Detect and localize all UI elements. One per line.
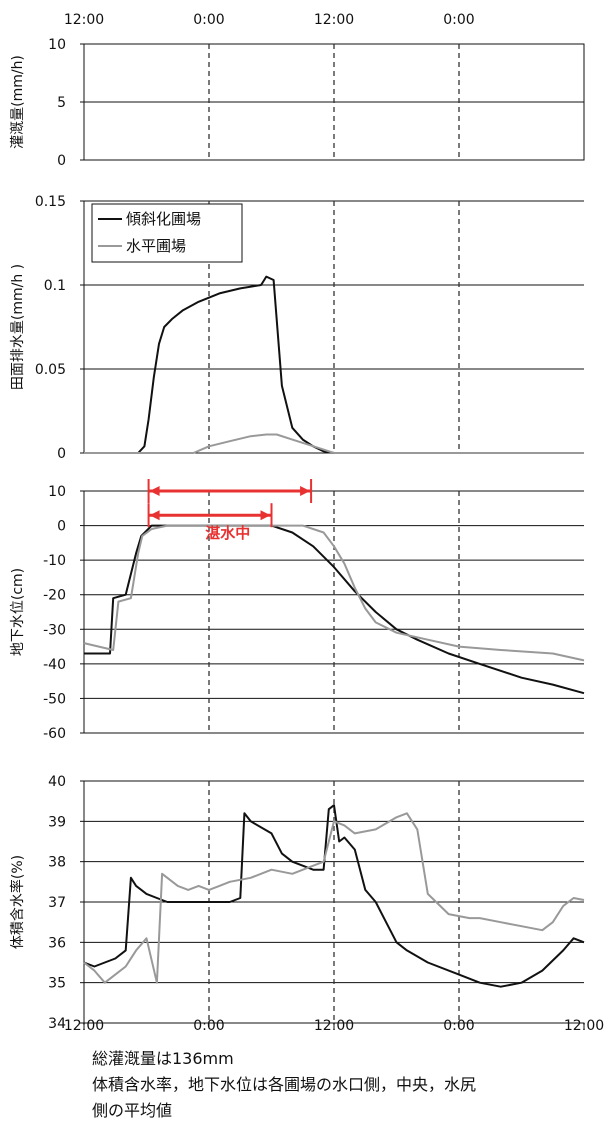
y-tick-label: 5 bbox=[57, 95, 66, 111]
y-axis-label: 地下水位(cm) bbox=[10, 568, 26, 656]
y-tick-label: 0.05 bbox=[35, 362, 66, 378]
groundwater-series-2 bbox=[83, 524, 585, 662]
legend-box bbox=[91, 203, 243, 263]
x-tick-label: 12:00 bbox=[64, 1018, 104, 1034]
x-tick-label-top: 0:00 bbox=[443, 12, 474, 28]
x-tick-label: 12:00 bbox=[564, 1018, 604, 1034]
x-tick-label-top: 12:00 bbox=[64, 12, 104, 28]
y-tick-label: 0.15 bbox=[35, 194, 66, 210]
y-tick-label: 38 bbox=[48, 855, 66, 871]
ponding-arrow-sloped-head-left bbox=[149, 486, 160, 496]
y-tick-label: 0 bbox=[57, 519, 66, 535]
y-tick-label: -40 bbox=[43, 657, 66, 673]
y-tick-label: 0.1 bbox=[44, 278, 66, 294]
groundwater-series-1 bbox=[84, 524, 585, 695]
legend-label: 傾斜化圃場 bbox=[126, 210, 201, 228]
x-tick-label-top: 12:00 bbox=[314, 12, 354, 28]
x-tick-label: 0:00 bbox=[193, 1018, 224, 1034]
y-tick-label: -30 bbox=[43, 622, 66, 638]
y-tick-label: -20 bbox=[43, 588, 66, 604]
y-tick-label: 36 bbox=[48, 935, 66, 951]
y-tick-label: 37 bbox=[48, 895, 66, 911]
y-tick-label: 39 bbox=[48, 814, 66, 830]
y-tick-label: 0 bbox=[57, 446, 66, 462]
x-tick-label-top: 0:00 bbox=[193, 12, 224, 28]
y-axis-label: 田面排水量(mm/h ) bbox=[10, 264, 26, 390]
y-tick-label: -60 bbox=[43, 726, 66, 742]
y-tick-label: 35 bbox=[48, 976, 66, 992]
drainage-series-2 bbox=[84, 433, 584, 454]
x-tick-label: 12:00 bbox=[314, 1018, 354, 1034]
y-tick-label: -10 bbox=[43, 553, 66, 569]
y-tick-label: -50 bbox=[43, 691, 66, 707]
y-axis-label: 灌漑量(mm/h) bbox=[10, 55, 26, 149]
water-content-series-2 bbox=[83, 812, 585, 984]
y-tick-label: 34 bbox=[48, 1016, 66, 1032]
drainage-series-1 bbox=[84, 275, 584, 454]
y-tick-label: 10 bbox=[48, 484, 66, 500]
ponding-arrow-level-head-left bbox=[149, 510, 160, 521]
y-tick-label: 0 bbox=[57, 153, 66, 169]
y-tick-label: 10 bbox=[48, 37, 66, 53]
water-content-series-1 bbox=[83, 804, 585, 988]
note-averaging-line2: 側の平均値 bbox=[92, 1101, 173, 1120]
ponding-arrow-level-head-right bbox=[260, 510, 271, 521]
note-total-irrigation: 総灌漑量は136mm bbox=[92, 1049, 234, 1068]
legend-label: 水平圃場 bbox=[126, 237, 186, 255]
ponding-label: 湛水中 bbox=[205, 524, 250, 542]
y-axis-label: 体積含水率(%) bbox=[9, 855, 26, 949]
y-tick-label: 40 bbox=[48, 774, 66, 790]
ponding-arrow-sloped-head-right bbox=[300, 486, 311, 496]
x-tick-label: 0:00 bbox=[443, 1018, 474, 1034]
note-averaging-line1: 体積含水率，地下水位は各圃場の水口側，中央，水尻 bbox=[92, 1075, 477, 1094]
